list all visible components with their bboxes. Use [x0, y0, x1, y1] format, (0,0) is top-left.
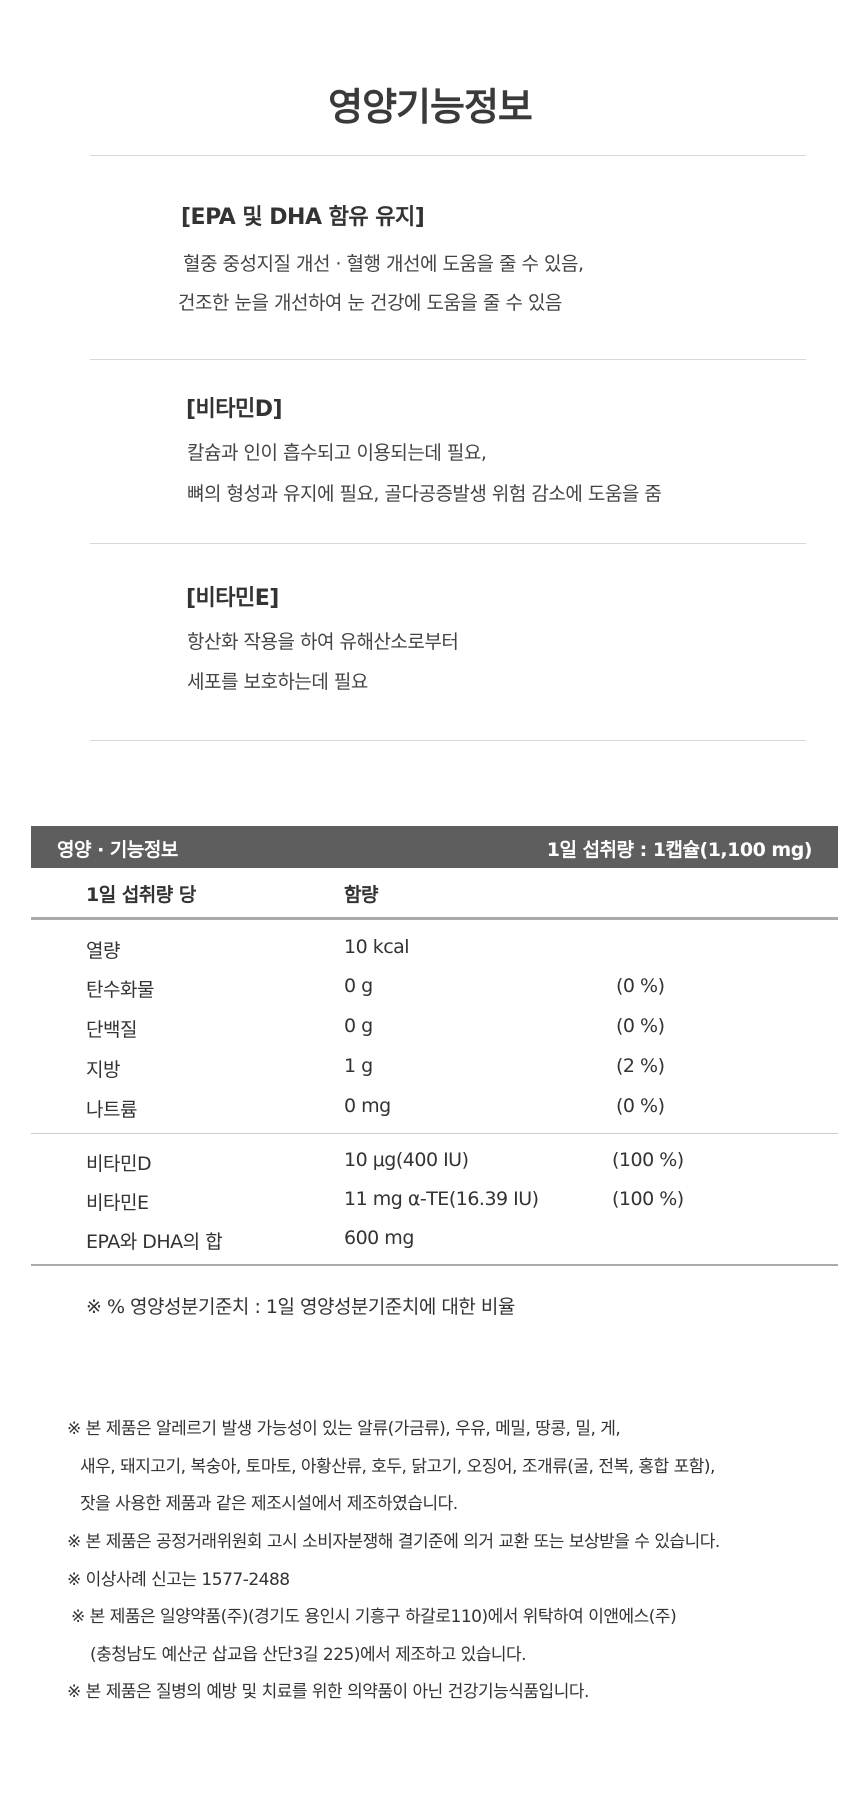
- notice-line: (충청남도 예산군 삽교읍 산단3길 225)에서 제조하고 있습니다.: [90, 1645, 527, 1665]
- section-heading-vitamin-e: [비타민E]: [186, 586, 279, 611]
- divider: [90, 359, 806, 360]
- nutrient-amount: 11 mg α-TE(16.39 IU): [344, 1188, 539, 1210]
- notice-line: 새우, 돼지고기, 복숭아, 토마토, 아황산류, 호두, 닭고기, 오징어, …: [80, 1457, 715, 1477]
- section-heading-vitamin-d: [비타민D]: [186, 397, 283, 422]
- notice-line: ※ 본 제품은 공정거래위원회 고시 소비자분쟁해 결기준에 의거 교환 또는 …: [67, 1532, 720, 1552]
- nutrient-name: 열량: [86, 940, 120, 962]
- divider: [90, 543, 806, 544]
- section-text: 혈중 중성지질 개선 · 혈행 개선에 도움을 줄 수 있음,: [183, 253, 584, 275]
- divider: [90, 155, 806, 156]
- table-footnote: ※ % 영양성분기준치 : 1일 영양성분기준치에 대한 비율: [86, 1296, 515, 1318]
- section-text: 뼈의 형성과 유지에 필요, 골다공증발생 위험 감소에 도움을 줌: [187, 483, 662, 505]
- section-heading-epa-dha: [EPA 및 DHA 함유 유지]: [181, 205, 425, 230]
- nutrient-amount: 1 g: [344, 1055, 373, 1077]
- notice-line: 잣을 사용한 제품과 같은 제조시설에서 제조하였습니다.: [80, 1494, 458, 1514]
- section-text: 건조한 눈을 개선하여 눈 건강에 도움을 줄 수 있음: [178, 292, 562, 314]
- section-text: 세포를 보호하는데 필요: [187, 671, 368, 693]
- notice-line: ※ 본 제품은 알레르기 발생 가능성이 있는 알류(가금류), 우유, 메밀,…: [67, 1419, 621, 1439]
- nutrient-percent: (100 %): [612, 1188, 684, 1210]
- nutrient-amount: 10 kcal: [344, 936, 410, 958]
- nutrient-amount: 10 μg(400 IU): [344, 1149, 469, 1171]
- notice-line: ※ 본 제품은 질병의 예방 및 치료를 위한 의약품이 아닌 건강기능식품입니…: [67, 1682, 589, 1702]
- section-text: 칼슘과 인이 흡수되고 이용되는데 필요,: [187, 442, 487, 464]
- nutrient-name: 비타민E: [86, 1192, 149, 1214]
- divider: [31, 1133, 838, 1134]
- nutrient-name: EPA와 DHA의 합: [86, 1231, 223, 1253]
- page-title: 영양기능정보: [328, 85, 533, 129]
- nutrient-amount: 0 mg: [344, 1095, 391, 1117]
- nutrient-amount: 0 g: [344, 975, 373, 997]
- daily-intake: 1일 섭취량 : 1캡슐(1,100 mg): [546, 839, 813, 861]
- col-header-amount: 함량: [344, 884, 378, 906]
- notice-line: ※ 본 제품은 일양약품(주)(경기도 용인시 기흥구 하갈로110)에서 위탁…: [71, 1607, 677, 1627]
- nutrient-percent: (100 %): [612, 1149, 684, 1171]
- col-header-per-serving: 1일 섭취량 당: [86, 884, 196, 906]
- nutrient-name: 탄수화물: [86, 979, 154, 1001]
- nutrient-percent: (0 %): [616, 1015, 665, 1037]
- nutrition-table-header: 영양 · 기능정보 1일 섭취량 : 1캡슐(1,100 mg): [31, 826, 838, 868]
- divider: [31, 1264, 838, 1266]
- nutrient-percent: (0 %): [616, 975, 665, 997]
- nutrient-amount: 600 mg: [344, 1227, 414, 1249]
- nutrient-amount: 0 g: [344, 1015, 373, 1037]
- nutrient-percent: (0 %): [616, 1095, 665, 1117]
- section-text: 항산화 작용을 하여 유해산소로부터: [187, 631, 459, 653]
- nutrient-name: 지방: [86, 1059, 120, 1081]
- table-title: 영양 · 기능정보: [57, 839, 178, 861]
- divider: [31, 917, 838, 920]
- notice-line: ※ 이상사례 신고는 1577-2488: [67, 1570, 290, 1590]
- nutrient-name: 비타민D: [86, 1153, 152, 1175]
- divider: [90, 740, 806, 741]
- nutrient-percent: (2 %): [616, 1055, 665, 1077]
- nutrient-name: 단백질: [86, 1019, 137, 1041]
- nutrient-name: 나트륨: [86, 1099, 137, 1121]
